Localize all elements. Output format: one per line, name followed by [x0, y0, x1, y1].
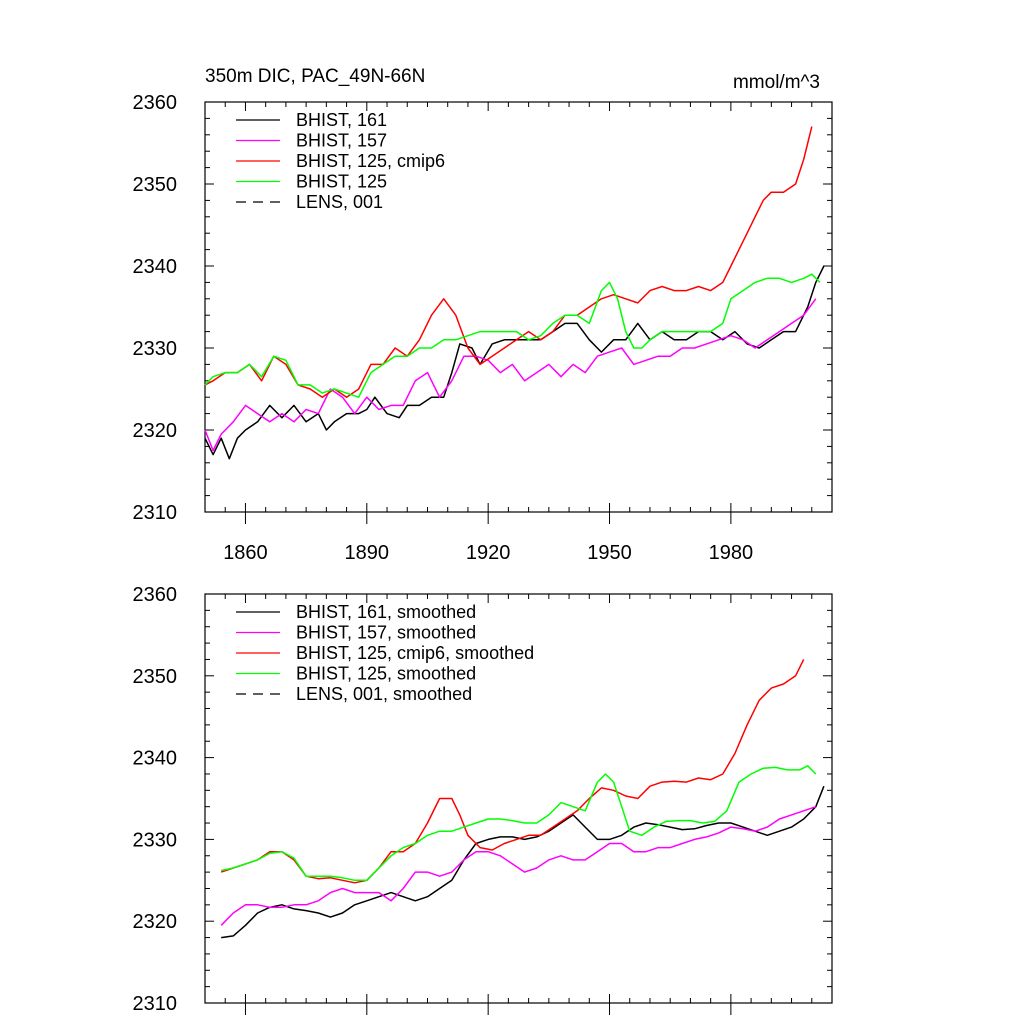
plot-frame — [204, 593, 833, 1004]
series-line — [221, 785, 825, 939]
y-tick-label: 2330 — [133, 829, 178, 851]
units-label: mmol/m^3 — [733, 72, 820, 93]
x-tick-label: 1980 — [709, 542, 754, 564]
y-tick-label: 2330 — [133, 338, 178, 360]
series-line — [204, 265, 825, 460]
legend-label: BHIST, 125, smoothed — [296, 664, 476, 684]
legend-label: BHIST, 125 — [296, 172, 387, 192]
y-tick-label: 2320 — [133, 911, 178, 933]
series-line — [221, 765, 817, 882]
y-tick-label: 2340 — [133, 256, 178, 278]
y-tick-label: 2360 — [133, 92, 178, 114]
y-tick-label: 2340 — [133, 748, 178, 770]
x-tick-label: 1860 — [223, 542, 268, 564]
x-tick-label: 1890 — [345, 542, 390, 564]
legend-label: BHIST, 161, smoothed — [296, 602, 476, 622]
series-line — [204, 298, 817, 452]
legend-label: BHIST, 125, cmip6 — [296, 151, 445, 171]
series-line — [204, 273, 821, 398]
bottom-panel: 2310 2320 2330 2340 2350 2360 BHIST, 161, smoo… — [133, 584, 833, 1015]
chart-title: 350m DIC, PAC_49N-66N — [205, 66, 425, 87]
legend-label: BHIST, 157 — [296, 131, 387, 151]
x-tick-label: 1950 — [587, 542, 632, 564]
y-tick-label: 2350 — [133, 174, 178, 196]
plot-frame — [204, 101, 833, 513]
legend-label: LENS, 001, smoothed — [296, 684, 472, 704]
y-tick-label: 2360 — [133, 584, 178, 606]
legend-label: BHIST, 157, smoothed — [296, 623, 476, 643]
y-tick-label: 2310 — [133, 993, 178, 1015]
x-tick-label: 1920 — [466, 542, 511, 564]
y-tick-label: 2350 — [133, 666, 178, 688]
top-panel: 2310 2320 2330 2340 2350 2360 1860 1890 1920 1950… — [133, 92, 833, 564]
legend-label: BHIST, 125, cmip6, smoothed — [296, 643, 534, 663]
series-line — [220, 805, 817, 926]
legend-label: LENS, 001 — [296, 192, 383, 212]
legend-label: BHIST, 161 — [296, 110, 387, 130]
y-tick-label: 2320 — [133, 420, 178, 442]
y-tick-label: 2310 — [133, 502, 178, 524]
series-line — [220, 659, 805, 884]
